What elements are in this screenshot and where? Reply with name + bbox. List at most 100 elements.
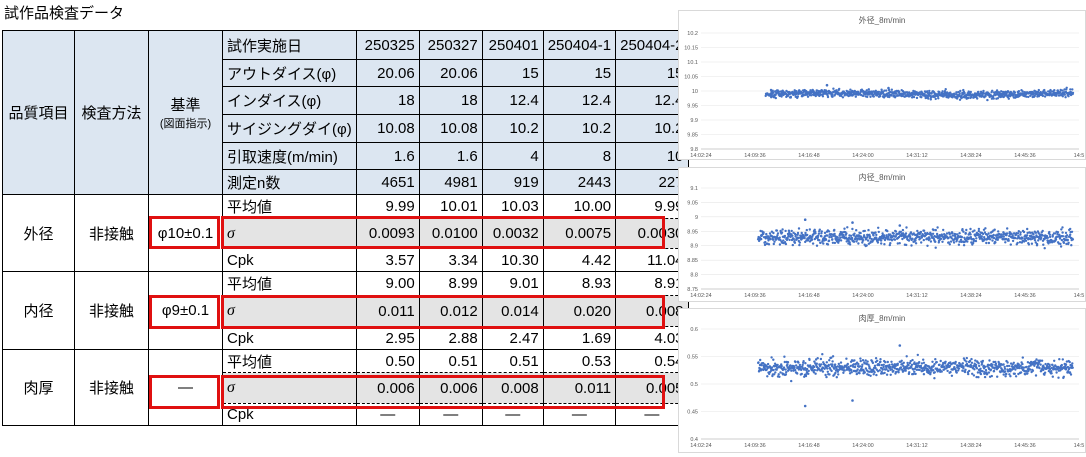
x-tick-label: 14:24:00 <box>852 293 873 299</box>
x-tick-label: 14:5 <box>1074 153 1085 159</box>
sigma-value: 0.006 <box>418 372 483 404</box>
data-point <box>975 375 978 379</box>
y-tick-label: 0.5 <box>690 382 698 388</box>
data-point <box>906 361 909 365</box>
data-point <box>1060 238 1064 242</box>
data-point <box>828 373 831 376</box>
data-point <box>978 233 982 236</box>
data-point <box>813 360 816 363</box>
data-point <box>994 360 997 364</box>
sigma-value: 0.011 <box>542 372 617 404</box>
data-point <box>1064 96 1067 99</box>
data-point <box>867 373 870 377</box>
data-point <box>969 90 972 94</box>
data-point <box>872 368 875 371</box>
data-point <box>1006 227 1009 230</box>
data-point <box>950 237 953 240</box>
data-point <box>963 91 966 95</box>
data-point <box>1000 233 1003 236</box>
data-point <box>987 241 991 245</box>
y-tick-label: 8.95 <box>687 229 698 235</box>
data-point <box>773 373 776 376</box>
y-tick-label: 8.75 <box>687 287 698 293</box>
data-point <box>853 365 857 369</box>
data-point <box>1048 365 1051 368</box>
data-point <box>1025 365 1028 369</box>
data-point <box>911 358 914 362</box>
page-title: 試作品検査データ <box>4 5 125 22</box>
data-point <box>769 238 772 241</box>
condition-value: 1.6 <box>355 142 420 170</box>
data-point <box>862 234 866 237</box>
data-point <box>995 89 999 92</box>
data-point <box>914 242 918 245</box>
value-cell: 1.69 <box>542 326 617 350</box>
value-cell: — <box>355 403 420 426</box>
data-point <box>910 365 913 369</box>
data-point <box>977 376 980 379</box>
data-point <box>836 370 840 373</box>
data-point <box>987 371 991 374</box>
data-point <box>908 361 912 365</box>
data-point <box>1017 90 1021 93</box>
data-point <box>977 90 980 94</box>
data-point <box>786 237 789 240</box>
data-point <box>940 370 943 373</box>
data-point <box>955 91 958 94</box>
data-point <box>933 377 936 380</box>
data-point <box>934 240 937 243</box>
x-tick-label: 14:38:24 <box>960 153 981 159</box>
data-point <box>849 88 852 91</box>
scatter-series <box>764 83 1075 102</box>
data-point <box>973 368 976 371</box>
data-point <box>957 367 961 370</box>
condition-label: インダイス(φ) <box>222 86 357 115</box>
spec-value: — <box>148 349 223 426</box>
condition-value: 10.08 <box>418 114 483 143</box>
data-point <box>771 238 775 241</box>
x-tick-label: 14:09:36 <box>744 443 765 449</box>
data-point <box>887 88 891 92</box>
y-tick-label: 10.2 <box>687 31 698 37</box>
data-point <box>990 97 994 100</box>
data-point <box>1007 364 1011 368</box>
data-point <box>885 368 888 371</box>
data-point <box>904 232 908 235</box>
data-point <box>802 234 805 237</box>
data-point <box>977 229 980 233</box>
data-point <box>1017 230 1020 233</box>
data-point <box>770 96 773 99</box>
data-point <box>982 228 986 231</box>
data-point <box>876 359 879 362</box>
data-point <box>837 362 840 366</box>
data-point <box>791 90 794 94</box>
data-point <box>840 94 843 98</box>
x-tick-label: 14:38:24 <box>960 293 981 299</box>
data-point <box>1056 232 1059 236</box>
data-point <box>948 243 951 246</box>
data-point <box>1059 242 1062 246</box>
data-point <box>1021 90 1024 93</box>
data-point <box>972 239 976 242</box>
data-point <box>874 366 877 370</box>
data-point <box>798 363 802 367</box>
data-point <box>1007 97 1010 100</box>
data-point <box>977 362 980 365</box>
data-point <box>767 239 770 242</box>
y-tick-label: 10.1 <box>687 60 698 66</box>
row-label: Cpk <box>222 403 357 426</box>
data-point <box>915 362 919 365</box>
data-point <box>1011 239 1015 243</box>
y-tick-label: 10.05 <box>684 75 698 81</box>
data-point <box>880 239 883 242</box>
data-point <box>797 361 800 364</box>
condition-value: 10.08 <box>355 114 420 143</box>
data-point <box>813 228 816 231</box>
sigma-value: 0.0030 <box>615 218 689 249</box>
data-point <box>784 242 788 246</box>
data-point <box>932 228 935 232</box>
data-point <box>977 227 981 231</box>
x-tick-label: 14:31:12 <box>906 293 927 299</box>
data-point <box>800 368 803 372</box>
data-point <box>943 90 947 93</box>
